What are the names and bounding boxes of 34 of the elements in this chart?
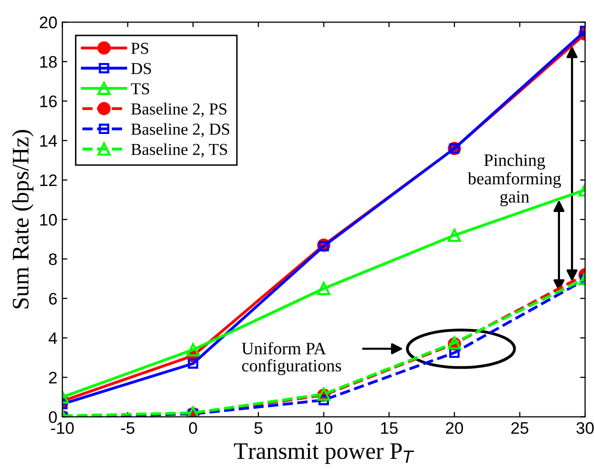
x-tick-label: 20 (446, 422, 464, 434)
x-tick-label: 5 (254, 422, 262, 434)
x-axis-title: Transmit power P$_{T}$ (234, 443, 414, 464)
y-tick-label: 4 (48, 332, 58, 344)
point (188, 358, 198, 369)
x-tick-label: -5 (121, 422, 134, 434)
legend-label: TS (131, 83, 150, 94)
y-tick-label: 14 (40, 135, 58, 147)
legend-label: DS (131, 62, 151, 74)
y-tick-label: 2 (49, 372, 57, 384)
legend-label: Baseline 2, TS (131, 143, 228, 158)
point (186, 343, 200, 356)
y-tick-label: 20 (40, 16, 57, 28)
y-axis-title: Sum Rate (bps/Hz) (12, 130, 34, 308)
legend-label: Baseline 2, DS (131, 123, 230, 138)
x-tick-label: 0 (189, 422, 198, 434)
annotation: Uniform PA configurations (242, 342, 342, 376)
x-tick-label: 25 (511, 422, 528, 434)
y-tick-label: 6 (49, 292, 57, 305)
x-tick-label: -10 (51, 422, 74, 434)
y-tick-label: 12 (40, 174, 57, 186)
x-tick-label: 15 (381, 422, 398, 434)
y-tick-label: 16 (40, 95, 57, 108)
y-tick-label: 0 (48, 411, 57, 424)
x-tick-label: 10 (316, 422, 332, 434)
y-tick-label: 10 (40, 214, 57, 226)
point (448, 228, 462, 242)
y-tick-label: 8 (48, 253, 57, 266)
legend-label: Baseline 2, PS (131, 102, 226, 118)
point (317, 282, 330, 296)
legend-label: PS (131, 42, 148, 54)
x-tick-label: 30 (576, 422, 594, 434)
annotation: Pinching beamforming gain (468, 154, 561, 206)
y-tick-label: 18 (40, 56, 57, 68)
